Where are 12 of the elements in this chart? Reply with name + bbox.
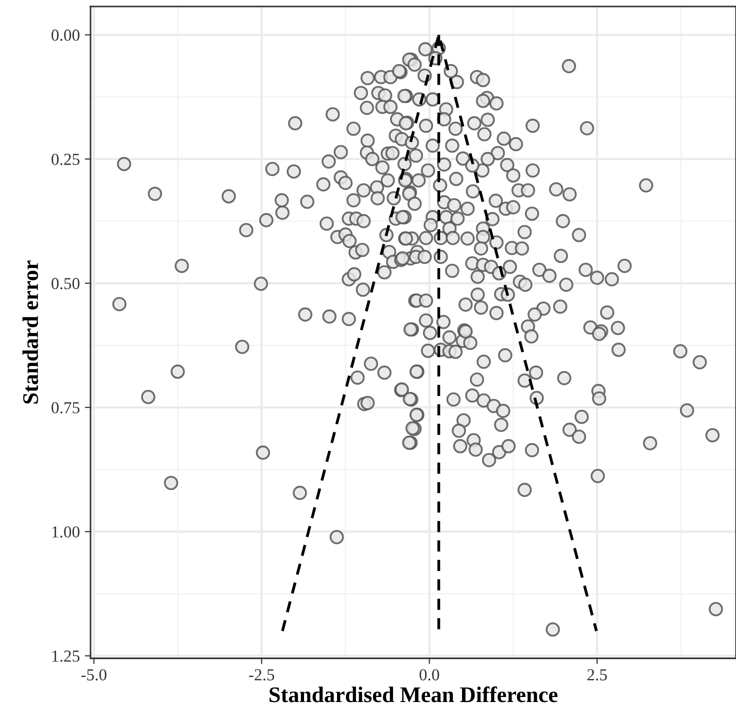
x-tick-label: 0.0	[420, 669, 440, 681]
y-tick-label: 1.00	[52, 526, 80, 538]
y-tick-label: 0.75	[52, 402, 80, 414]
y-tick-label: 1.25	[52, 650, 80, 662]
x-axis-title: Standardised Mean Difference	[270, 686, 558, 702]
y-tick-label: 0.50	[52, 278, 80, 290]
y-tick-label: 0.00	[52, 30, 80, 41]
y-axis-title: Standard error	[22, 260, 38, 404]
y-tick-label: 0.25	[52, 154, 80, 166]
x-tick-label: -2.5	[249, 669, 274, 681]
x-tick-label: -5.0	[81, 669, 106, 681]
x-tick-label: 2.5	[587, 669, 607, 681]
